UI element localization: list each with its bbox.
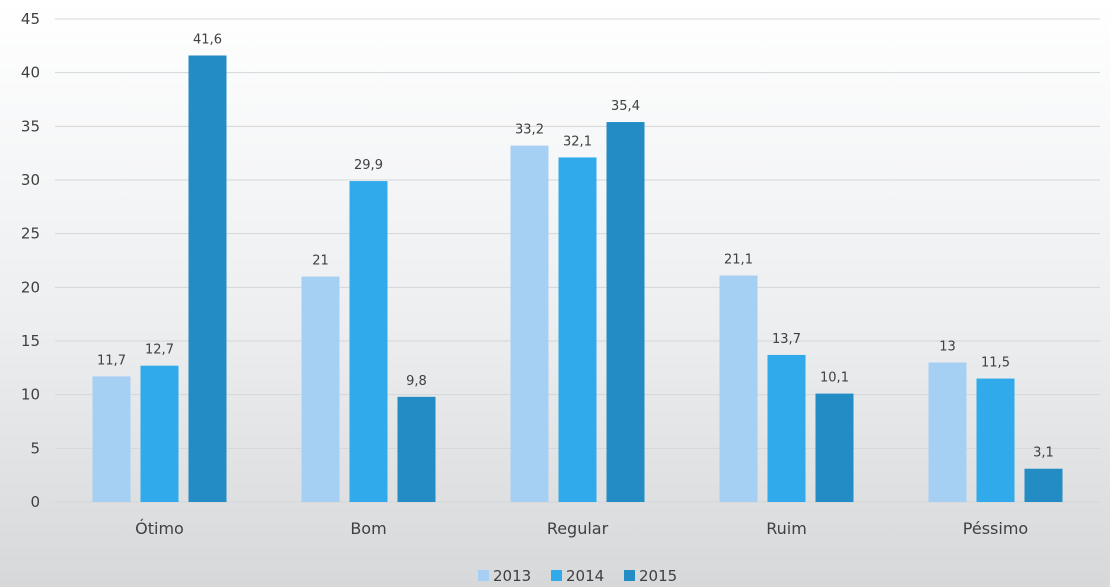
- bar-2014: [140, 365, 179, 502]
- data-label: 11,7: [97, 353, 126, 368]
- data-label: 21: [312, 254, 329, 269]
- x-tick-label: Bom: [350, 519, 386, 538]
- data-label: 13: [939, 339, 956, 354]
- bar-2015: [606, 122, 645, 502]
- y-axis: 0 5 10 15 20 25 30 35 40 45: [21, 10, 40, 511]
- legend-label: 2015: [639, 567, 677, 585]
- bar-2015: [188, 55, 227, 502]
- y-tick-label: 45: [21, 10, 40, 28]
- bar-2013: [510, 145, 549, 503]
- bar-2013: [928, 362, 967, 502]
- y-tick-label: 10: [21, 386, 40, 404]
- data-label: 41,6: [193, 32, 222, 47]
- data-label: 33,2: [515, 123, 544, 138]
- bar-2014: [767, 354, 806, 502]
- legend-label: 2013: [493, 567, 531, 585]
- legend: 2013 2014 2015: [478, 567, 677, 585]
- bar-2013: [719, 275, 758, 502]
- x-axis: Ótimo Bom Regular Ruim Péssimo: [135, 519, 1028, 538]
- bar-2013: [92, 376, 131, 502]
- y-tick-label: 40: [21, 64, 40, 82]
- y-tick-label: 5: [30, 439, 40, 457]
- data-label: 35,4: [611, 99, 640, 114]
- y-tick-label: 15: [21, 332, 40, 350]
- legend-swatch: [624, 570, 635, 581]
- bar-2013: [301, 276, 340, 502]
- data-label: 10,1: [820, 371, 849, 386]
- data-label: 11,5: [981, 356, 1010, 371]
- y-tick-label: 0: [30, 493, 40, 511]
- y-tick-label: 20: [21, 278, 40, 296]
- legend-swatch: [551, 570, 562, 581]
- x-tick-label: Ótimo: [135, 519, 184, 538]
- y-tick-label: 35: [21, 117, 40, 135]
- bar-2014: [349, 181, 388, 502]
- y-tick-label: 25: [21, 225, 40, 243]
- bar-2015: [1024, 468, 1063, 502]
- data-label: 12,7: [145, 343, 174, 358]
- data-label: 32,1: [563, 134, 592, 149]
- data-label: 21,1: [724, 253, 753, 268]
- bar-2014: [976, 378, 1015, 502]
- x-tick-label: Ruim: [766, 519, 807, 538]
- data-label: 29,9: [354, 158, 383, 173]
- bar-2015: [397, 396, 436, 502]
- y-tick-label: 30: [21, 171, 40, 189]
- legend-label: 2014: [566, 567, 604, 585]
- data-label: 13,7: [772, 332, 801, 347]
- data-label: 3,1: [1033, 446, 1054, 461]
- bars: [92, 55, 1063, 503]
- legend-swatch: [478, 570, 489, 581]
- data-labels: 11,7 12,7 41,6 21 29,9 9,8 33,2 32,1 35,4 21,1 13,…: [97, 32, 1054, 460]
- bar-2014: [558, 157, 597, 502]
- x-tick-label: Péssimo: [963, 519, 1028, 538]
- x-tick-label: Regular: [547, 519, 609, 538]
- bar-2015: [815, 393, 854, 502]
- data-label: 9,8: [406, 374, 427, 389]
